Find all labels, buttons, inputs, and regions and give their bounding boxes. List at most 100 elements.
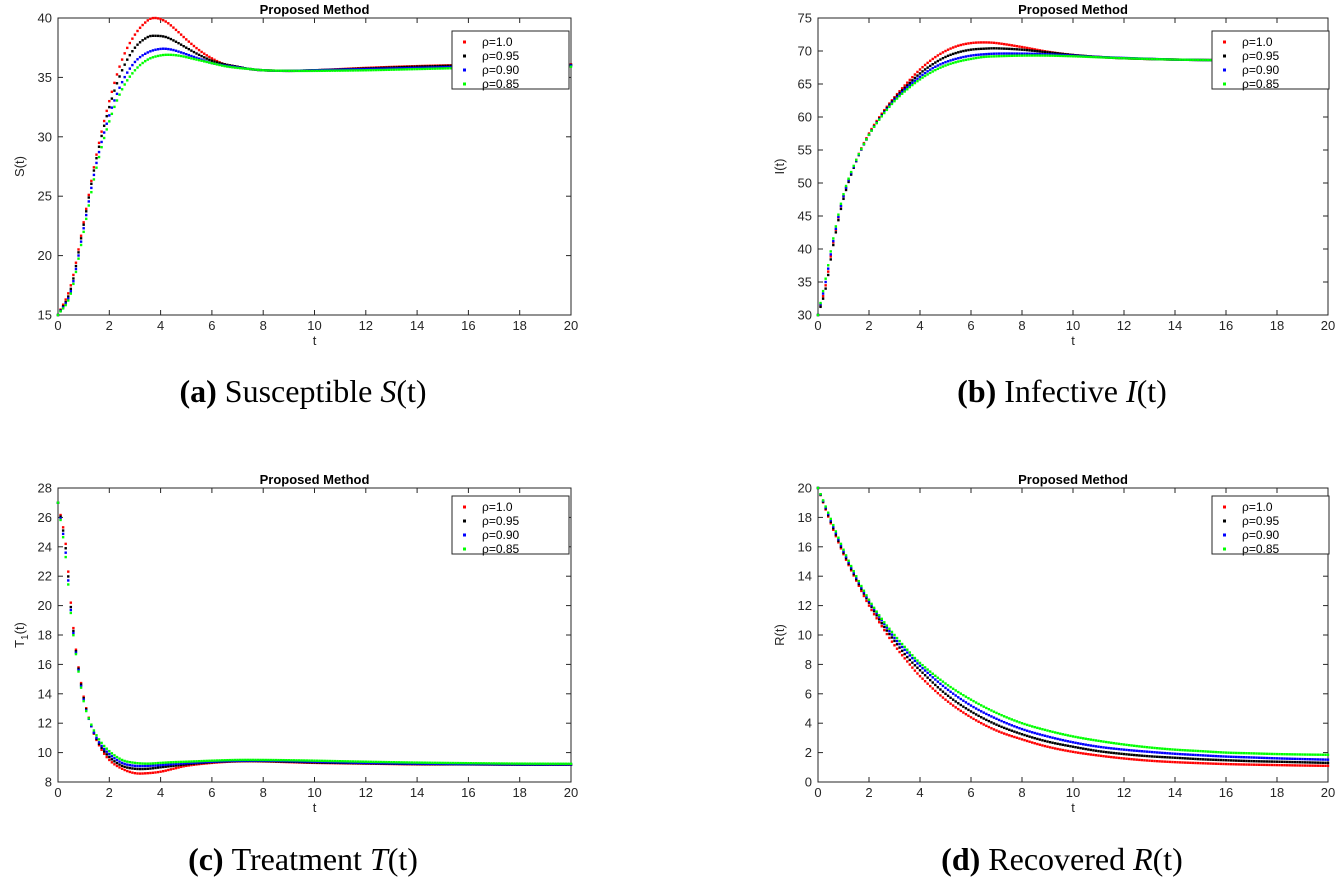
data-point: [1176, 752, 1179, 756]
data-point: [72, 626, 75, 630]
legend-marker: [1223, 519, 1226, 523]
data-point: [290, 759, 293, 762]
series-I-3: [816, 54, 1330, 317]
data-point: [1255, 763, 1258, 766]
data-point: [485, 762, 488, 765]
data-point: [1291, 757, 1294, 760]
data-point: [1273, 760, 1276, 763]
data-point: [92, 178, 96, 181]
data-point: [1148, 759, 1151, 762]
data-point: [72, 629, 75, 633]
data-point: [1089, 753, 1093, 756]
data-point: [69, 611, 73, 615]
y-axis-label: S(t): [12, 156, 27, 177]
data-point: [141, 767, 144, 771]
data-point: [185, 760, 188, 763]
data-point: [77, 666, 80, 669]
data-point: [1056, 747, 1059, 751]
data-point: [923, 68, 927, 71]
data-point: [1107, 755, 1110, 759]
data-point: [397, 67, 401, 70]
data-point: [249, 758, 252, 762]
data-point: [860, 586, 863, 589]
data-point: [174, 764, 178, 767]
data-point: [569, 65, 573, 68]
data-point: [179, 43, 183, 46]
data-point: [1311, 758, 1314, 761]
data-point: [903, 657, 906, 660]
data-point: [977, 47, 980, 51]
data-point: [990, 55, 993, 58]
data-point: [1291, 760, 1294, 764]
data-point: [154, 48, 157, 51]
data-point: [1028, 52, 1031, 55]
data-point: [118, 93, 121, 96]
data-point: [356, 760, 360, 763]
data-point: [359, 69, 362, 72]
data-point: [1247, 756, 1251, 759]
data-point: [120, 761, 124, 765]
legend-marker: [463, 533, 466, 537]
data-point: [980, 47, 983, 51]
data-point: [551, 762, 555, 765]
data-point: [898, 93, 901, 96]
data-point: [282, 69, 285, 73]
data-point: [154, 55, 157, 58]
data-point: [1000, 714, 1003, 717]
data-point: [1224, 755, 1228, 758]
data-point: [182, 760, 185, 764]
data-point: [1087, 752, 1090, 756]
data-point: [195, 52, 198, 55]
data-point: [1326, 764, 1330, 768]
data-point: [1000, 47, 1003, 50]
data-point: [123, 83, 126, 86]
data-point: [888, 632, 891, 636]
data-point: [985, 55, 988, 58]
data-point: [878, 621, 881, 624]
data-point: [916, 70, 919, 74]
data-point: [827, 264, 830, 267]
data-point: [1005, 52, 1008, 55]
data-point: [1015, 48, 1019, 51]
legend-marker: [463, 547, 466, 551]
data-point: [883, 628, 886, 632]
series-R-3: [816, 486, 1330, 757]
data-point: [179, 51, 183, 54]
data-point: [159, 761, 162, 765]
data-point: [1002, 54, 1006, 58]
data-point: [1224, 762, 1228, 766]
data-point: [888, 636, 891, 640]
data-point: [1059, 743, 1062, 746]
data-point: [1245, 751, 1248, 755]
data-point: [392, 761, 396, 764]
data-point: [1051, 730, 1054, 734]
data-point: [323, 759, 326, 763]
data-point: [1005, 47, 1008, 50]
data-point: [821, 297, 825, 300]
data-point: [1301, 761, 1304, 764]
data-point: [400, 67, 403, 70]
data-point: [131, 761, 134, 764]
data-point: [1046, 51, 1049, 54]
data-point: [1122, 57, 1126, 60]
data-point: [131, 50, 134, 53]
data-point: [364, 760, 367, 763]
data-point: [995, 41, 998, 45]
data-point: [1280, 757, 1284, 760]
data-point: [880, 112, 883, 115]
data-point: [997, 47, 1001, 50]
data-point: [69, 284, 73, 287]
data-point: [108, 105, 111, 109]
data-point: [403, 68, 406, 71]
data-point: [1222, 755, 1225, 758]
data-point: [1301, 764, 1304, 767]
data-point: [208, 61, 211, 64]
data-point: [995, 52, 998, 55]
data-point: [1145, 745, 1149, 749]
data-point: [151, 767, 155, 770]
data-point: [1143, 57, 1146, 61]
data-point: [1089, 738, 1093, 741]
data-point: [1092, 749, 1095, 752]
data-point: [865, 138, 868, 141]
data-point: [131, 72, 134, 75]
